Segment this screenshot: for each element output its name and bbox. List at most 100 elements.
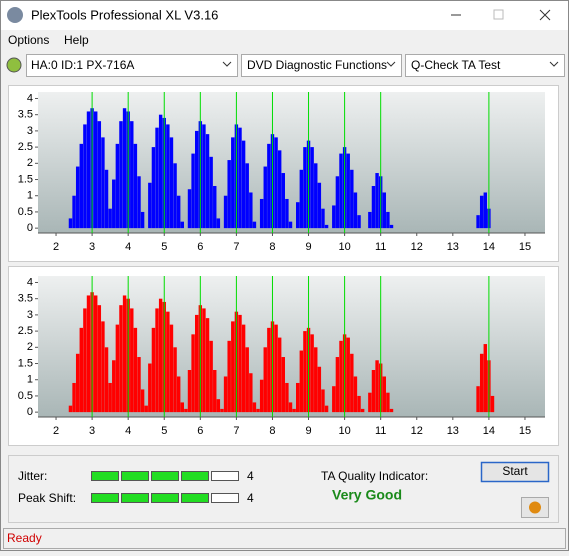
bar: [256, 408, 260, 413]
bar: [112, 360, 116, 413]
bar: [317, 366, 322, 413]
bar: [72, 382, 76, 413]
bar: [223, 195, 228, 229]
drive-select[interactable]: [26, 54, 238, 77]
bar: [357, 395, 361, 413]
bar: [476, 386, 480, 413]
app-icon: [7, 7, 23, 23]
menu-item[interactable]: Help: [64, 33, 89, 47]
bar: [209, 340, 213, 413]
bar: [386, 211, 390, 229]
bar: [227, 160, 231, 229]
bar: [324, 224, 329, 229]
bar: [79, 327, 83, 413]
x-tick-label: 14: [483, 241, 495, 253]
bar: [122, 108, 127, 229]
y-tick-label: 0.5: [18, 206, 33, 218]
bar: [314, 163, 318, 229]
bar: [476, 215, 480, 229]
bar: [216, 399, 221, 413]
bar: [241, 324, 246, 413]
x-tick-label: 11: [375, 425, 386, 437]
dropdown-arrow: [549, 61, 559, 67]
bar: [274, 137, 278, 229]
bar: [144, 405, 148, 413]
y-tick-label: 3: [27, 125, 33, 137]
x-tick-label: 6: [197, 241, 203, 253]
bar: [115, 324, 120, 413]
meter-segment: [121, 471, 149, 481]
bar: [209, 156, 213, 229]
bar: [335, 176, 340, 229]
bar: [148, 363, 152, 413]
bar: [267, 143, 271, 229]
bar: [184, 408, 188, 413]
drive-select-text: HA:0 ID:1 PX-716A: [31, 58, 134, 72]
x-tick-label: 13: [447, 241, 459, 253]
bar: [249, 373, 253, 413]
bar: [137, 176, 141, 229]
window-title: PlexTools Professional XL V3.16: [31, 7, 218, 22]
bar: [288, 402, 293, 413]
bar: [332, 386, 336, 413]
bar: [360, 408, 365, 413]
bar: [299, 169, 304, 229]
bar: [191, 334, 195, 413]
bar: [479, 353, 484, 413]
bar: [335, 357, 340, 413]
bar: [389, 224, 394, 229]
bar: [130, 121, 134, 229]
bar: [213, 370, 217, 413]
function-select[interactable]: [241, 54, 402, 77]
bar: [169, 324, 174, 413]
bar: [317, 182, 322, 229]
x-tick-label: 4: [125, 425, 131, 437]
bar: [140, 389, 145, 413]
bar: [303, 331, 307, 413]
bar: [180, 221, 184, 229]
results-panel: [8, 455, 559, 523]
bar: [122, 295, 127, 413]
bar: [227, 340, 231, 413]
bar: [285, 382, 289, 413]
y-tick-label: 1.5: [18, 173, 33, 185]
bar: [173, 347, 177, 413]
bar: [104, 347, 109, 413]
bar: [353, 376, 358, 413]
peak-shift-value: 4: [247, 491, 254, 505]
bar: [151, 327, 156, 413]
bar: [79, 143, 83, 229]
bar: [252, 402, 257, 413]
test-select[interactable]: [405, 54, 565, 77]
x-tick-label: 2: [53, 425, 59, 437]
bar: [277, 150, 282, 229]
bar: [86, 295, 91, 413]
bar: [191, 153, 195, 229]
close-button[interactable]: [539, 9, 551, 21]
meter-segment: [151, 493, 179, 503]
meter-segment: [211, 471, 239, 481]
x-tick-label: 7: [233, 241, 239, 253]
bar: [274, 324, 278, 413]
x-tick-label: 10: [338, 241, 350, 253]
bar: [483, 192, 487, 229]
bar: [346, 153, 350, 229]
bar: [310, 147, 314, 229]
bar: [285, 198, 289, 229]
x-tick-label: 5: [161, 241, 167, 253]
bar: [94, 295, 98, 413]
bar: [83, 308, 87, 413]
start-button[interactable]: [480, 461, 550, 483]
bar: [213, 186, 217, 229]
jitter-label: Jitter:: [18, 469, 47, 483]
bar: [263, 166, 267, 229]
x-tick-label: 7: [233, 425, 239, 437]
bar: [281, 173, 285, 229]
y-tick-label: 2.5: [18, 141, 33, 153]
bar: [173, 163, 177, 229]
bar: [263, 347, 267, 413]
info-icon: [529, 501, 541, 514]
menu-item[interactable]: Options: [8, 33, 49, 47]
bar: [245, 347, 249, 413]
ta-value: Very Good: [332, 487, 402, 503]
